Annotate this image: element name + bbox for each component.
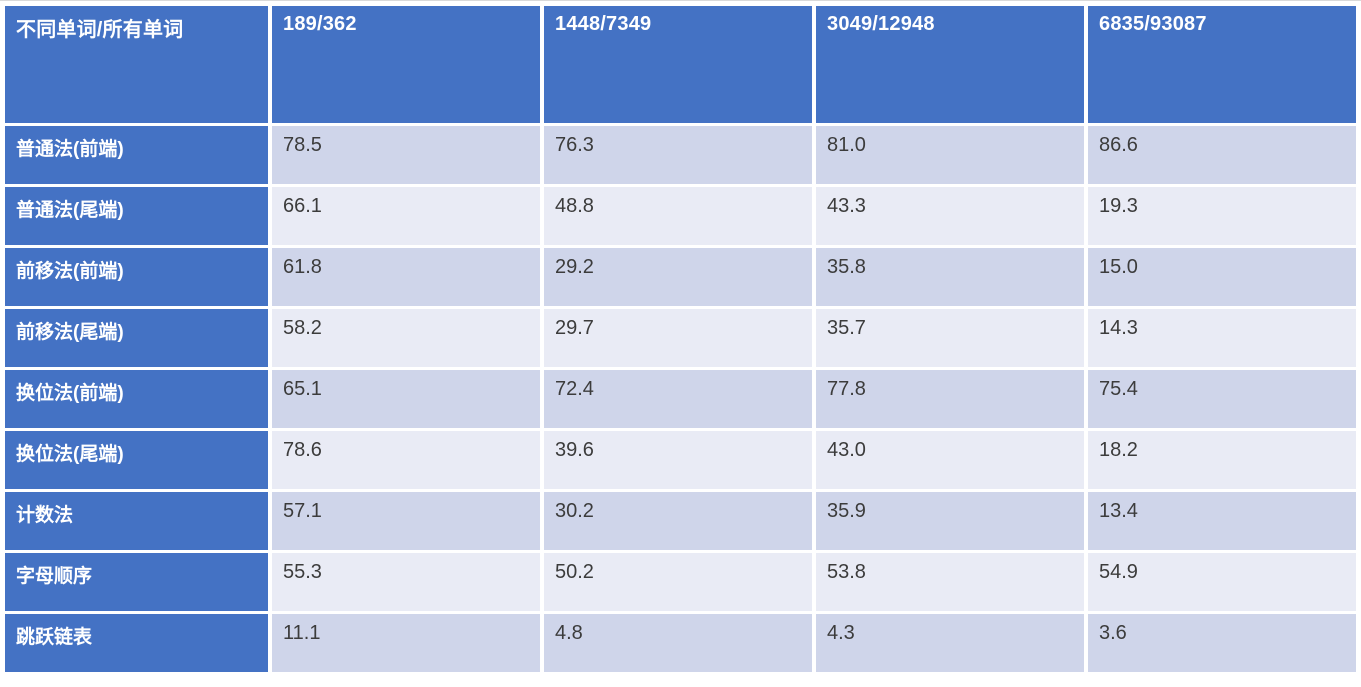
table-body: 普通法(前端) 78.5 76.3 81.0 86.6 普通法(尾端) 66.1… — [5, 126, 1356, 672]
data-cell: 72.4 — [544, 370, 812, 428]
data-cell: 29.7 — [544, 309, 812, 367]
data-cell: 4.3 — [816, 614, 1084, 672]
data-cell: 76.3 — [544, 126, 812, 184]
data-cell: 39.6 — [544, 431, 812, 489]
table-row: 换位法(尾端) 78.6 39.6 43.0 18.2 — [5, 431, 1356, 489]
data-cell: 13.4 — [1088, 492, 1356, 550]
data-cell: 81.0 — [816, 126, 1084, 184]
data-cell: 55.3 — [272, 553, 540, 611]
data-cell: 53.8 — [816, 553, 1084, 611]
header-row: 不同单词/所有单词 189/362 1448/7349 3049/12948 6… — [5, 6, 1356, 123]
table-row: 跳跃链表 11.1 4.8 4.3 3.6 — [5, 614, 1356, 672]
header-cell-col1: 189/362 — [272, 6, 540, 123]
data-cell: 4.8 — [544, 614, 812, 672]
data-cell: 15.0 — [1088, 248, 1356, 306]
data-cell: 30.2 — [544, 492, 812, 550]
row-label-cell: 字母顺序 — [5, 553, 268, 611]
data-cell: 50.2 — [544, 553, 812, 611]
header-cell-col4: 6835/93087 — [1088, 6, 1356, 123]
row-label-cell: 跳跃链表 — [5, 614, 268, 672]
data-cell: 48.8 — [544, 187, 812, 245]
data-cell: 18.2 — [1088, 431, 1356, 489]
row-label-cell: 普通法(前端) — [5, 126, 268, 184]
data-cell: 66.1 — [272, 187, 540, 245]
data-cell: 78.5 — [272, 126, 540, 184]
data-cell: 19.3 — [1088, 187, 1356, 245]
data-cell: 43.3 — [816, 187, 1084, 245]
data-cell: 61.8 — [272, 248, 540, 306]
data-cell: 35.9 — [816, 492, 1084, 550]
data-cell: 29.2 — [544, 248, 812, 306]
row-label-cell: 前移法(尾端) — [5, 309, 268, 367]
row-label-cell: 普通法(尾端) — [5, 187, 268, 245]
data-cell: 57.1 — [272, 492, 540, 550]
data-cell: 77.8 — [816, 370, 1084, 428]
data-cell: 58.2 — [272, 309, 540, 367]
data-table: 不同单词/所有单词 189/362 1448/7349 3049/12948 6… — [1, 3, 1360, 675]
header-cell-col3: 3049/12948 — [816, 6, 1084, 123]
row-label-cell: 换位法(尾端) — [5, 431, 268, 489]
data-cell: 11.1 — [272, 614, 540, 672]
header-cell-col2: 1448/7349 — [544, 6, 812, 123]
table-row: 计数法 57.1 30.2 35.9 13.4 — [5, 492, 1356, 550]
data-cell: 54.9 — [1088, 553, 1356, 611]
table-row: 前移法(尾端) 58.2 29.7 35.7 14.3 — [5, 309, 1356, 367]
table-row: 普通法(尾端) 66.1 48.8 43.3 19.3 — [5, 187, 1356, 245]
row-label-cell: 计数法 — [5, 492, 268, 550]
row-label-cell: 前移法(前端) — [5, 248, 268, 306]
row-label-cell: 换位法(前端) — [5, 370, 268, 428]
table-row: 普通法(前端) 78.5 76.3 81.0 86.6 — [5, 126, 1356, 184]
data-cell: 14.3 — [1088, 309, 1356, 367]
data-cell: 78.6 — [272, 431, 540, 489]
header-cell-corner: 不同单词/所有单词 — [5, 6, 268, 123]
data-cell: 75.4 — [1088, 370, 1356, 428]
table-row: 字母顺序 55.3 50.2 53.8 54.9 — [5, 553, 1356, 611]
data-cell: 43.0 — [816, 431, 1084, 489]
data-cell: 86.6 — [1088, 126, 1356, 184]
data-cell: 35.8 — [816, 248, 1084, 306]
data-cell: 3.6 — [1088, 614, 1356, 672]
table-row: 换位法(前端) 65.1 72.4 77.8 75.4 — [5, 370, 1356, 428]
data-cell: 65.1 — [272, 370, 540, 428]
data-cell: 35.7 — [816, 309, 1084, 367]
table-header: 不同单词/所有单词 189/362 1448/7349 3049/12948 6… — [5, 6, 1356, 123]
table-row: 前移法(前端) 61.8 29.2 35.8 15.0 — [5, 248, 1356, 306]
